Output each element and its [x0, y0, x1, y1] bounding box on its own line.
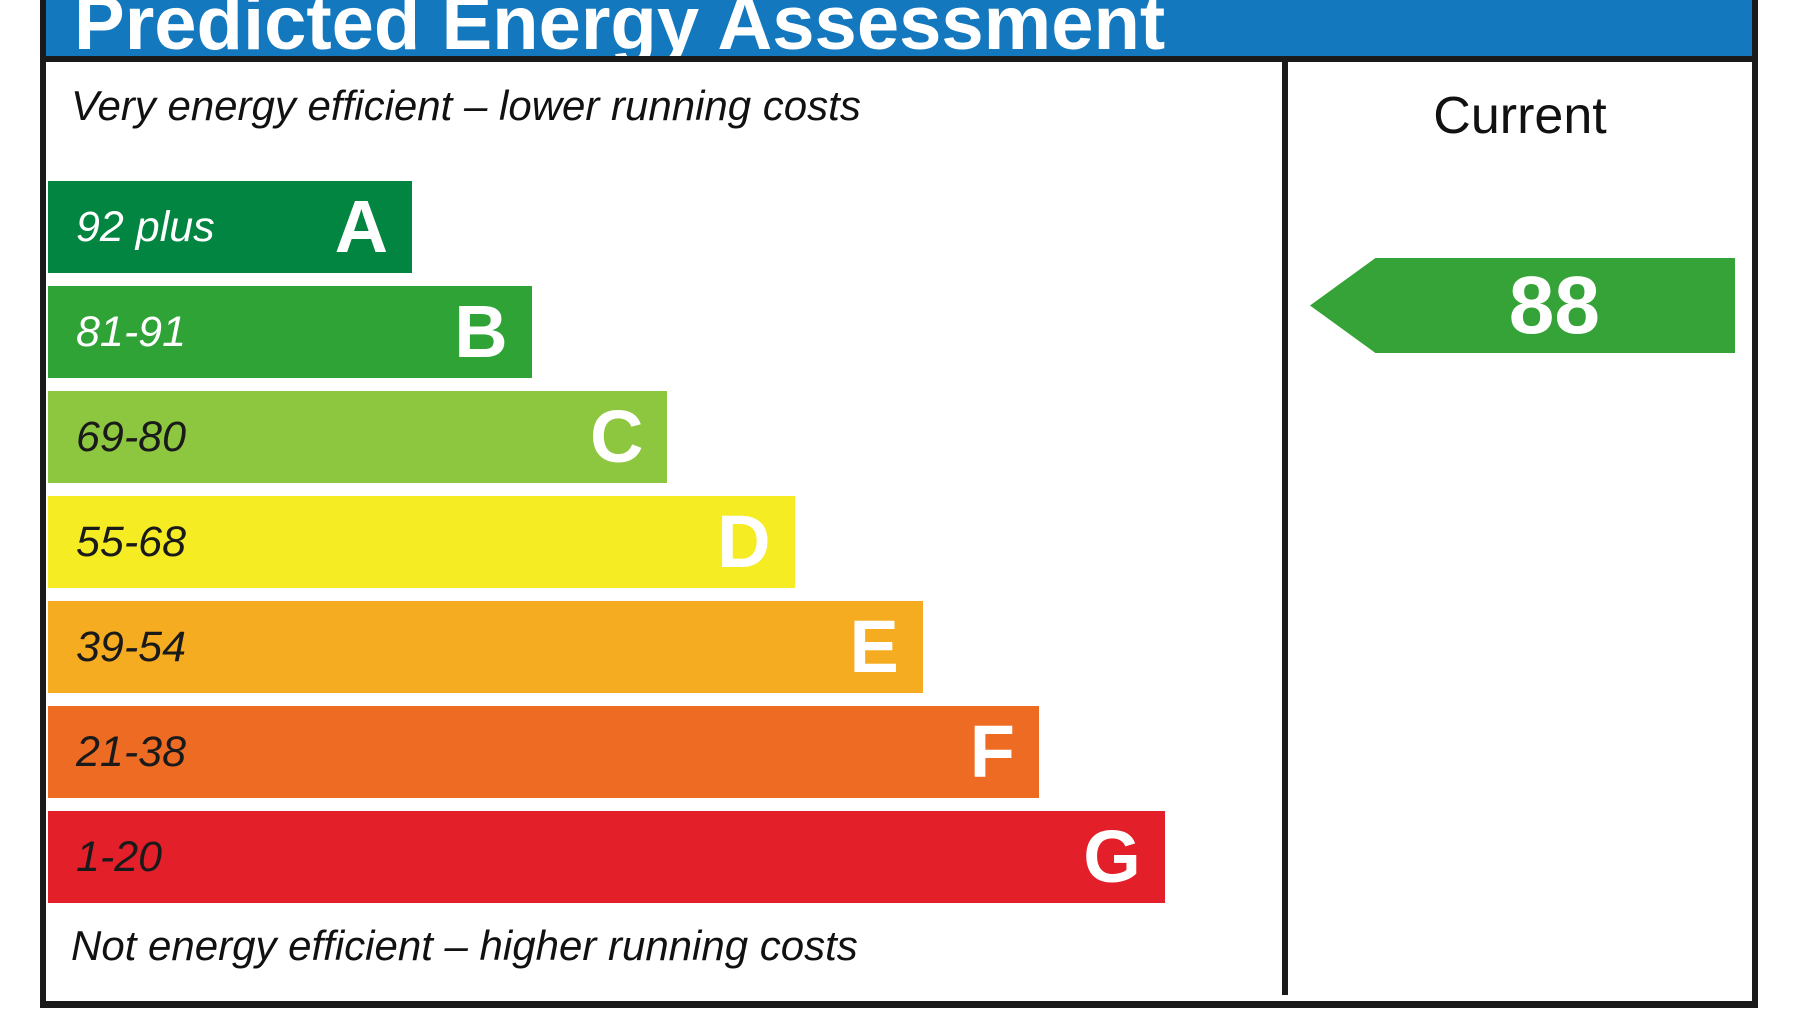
band-letter: G — [1083, 815, 1141, 898]
chart-title-bar: Predicted Energy Assessment — [46, 0, 1752, 62]
band-letter: C — [590, 395, 644, 478]
band-range-label: 69-80 — [76, 412, 186, 461]
band-range-label: 92 plus — [76, 202, 215, 251]
band-letter: B — [454, 290, 508, 373]
band-letter: E — [849, 605, 899, 688]
current-rating-arrow: 88 — [1310, 258, 1735, 353]
band-letter: A — [334, 185, 389, 268]
epc-band-g: 1-20 G — [48, 811, 1165, 903]
top-caption: Very energy efficient – lower running co… — [71, 82, 861, 129]
epc-band-e: 39-54 E — [48, 601, 923, 693]
band-range-label: 55-68 — [76, 517, 186, 566]
chart-frame: Predicted Energy Assessment Very energy … — [40, 0, 1758, 1008]
epc-band-a: 92 plus A — [48, 181, 413, 273]
band-range-label: 21-38 — [76, 727, 186, 776]
epc-band-d: 55-68 D — [48, 496, 795, 588]
band-range-label: 81-91 — [76, 307, 186, 356]
rating-scale-panel: Very energy efficient – lower running co… — [46, 62, 1282, 995]
epc-band-f: 21-38 F — [48, 706, 1039, 798]
current-rating-value: 88 — [1508, 259, 1600, 351]
bottom-caption: Not energy efficient – higher running co… — [71, 922, 858, 969]
band-range-label: 1-20 — [76, 832, 163, 881]
current-column-header: Current — [1433, 87, 1607, 145]
band-range-label: 39-54 — [76, 622, 186, 671]
current-rating-panel: Current 88 — [1288, 62, 1752, 995]
rating-bands: 92 plus A 81-91 B 69-80 C 55-68 D 39-54 E 21-38 F 1-… — [48, 181, 1282, 916]
panel-divider — [1282, 62, 1288, 995]
epc-band-c: 69-80 C — [48, 391, 668, 483]
chart-title: Predicted Energy Assessment — [74, 0, 1166, 62]
band-letter: F — [969, 710, 1015, 793]
chart-body: Very energy efficient – lower running co… — [46, 62, 1752, 995]
epc-band-b: 81-91 B — [48, 286, 532, 378]
band-letter: D — [717, 500, 771, 583]
